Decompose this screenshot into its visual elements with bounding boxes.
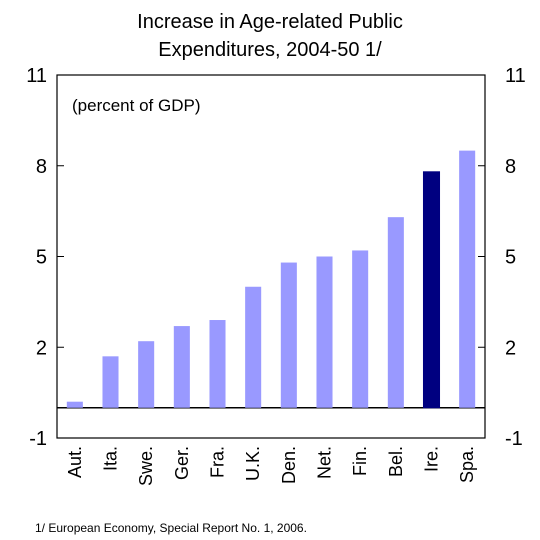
- x-tick-label: Aut.: [65, 446, 85, 478]
- bar-swe: [138, 341, 155, 408]
- x-tick-label: U.K.: [243, 446, 263, 481]
- bar-ire: [422, 171, 441, 409]
- x-tick-label: Fin.: [350, 446, 370, 476]
- bar-ger: [173, 326, 190, 408]
- bar-uk: [245, 286, 262, 408]
- bar-ita: [102, 356, 119, 408]
- x-tick-label: Bel.: [386, 446, 406, 477]
- x-tick-label: Ita.: [101, 446, 121, 471]
- chart-title-line-2: Expenditures, 2004-50 1/: [158, 39, 382, 61]
- y-tick-label-right: 2: [505, 337, 516, 359]
- x-tick-label: Ire.: [422, 446, 442, 472]
- chart-footnote: 1/ European Economy, Special Report No. …: [35, 521, 307, 535]
- x-tick-label: Net.: [315, 446, 335, 479]
- x-tick-label: Fra.: [208, 446, 228, 478]
- y-tick-label-left: 2: [36, 337, 47, 359]
- y-tick-label-right: 8: [505, 156, 516, 178]
- x-tick-label: Ger.: [172, 446, 192, 480]
- bar-fin: [352, 250, 369, 408]
- bar-bel: [387, 217, 404, 408]
- x-tick-label: Spa.: [457, 446, 477, 483]
- y-tick-label-left: 11: [26, 65, 47, 87]
- y-tick-label-left: 5: [36, 247, 47, 269]
- plot-frame: [56, 74, 486, 439]
- bar-aut: [66, 401, 83, 408]
- bar-spa: [459, 150, 476, 408]
- x-tick-label: Swe.: [136, 446, 156, 486]
- y-tick-label-right: -1: [505, 428, 523, 450]
- y-tick-label-left: -1: [29, 428, 47, 450]
- y-tick-label-right: 5: [505, 247, 516, 269]
- bar-net: [316, 256, 333, 408]
- y-tick-label-left: 8: [36, 156, 47, 178]
- y-tick-label-right: 11: [505, 65, 526, 87]
- bar-den: [280, 262, 297, 408]
- unit-annotation: (percent of GDP): [72, 96, 201, 115]
- x-tick-label: Den.: [279, 446, 299, 484]
- chart-title-line-1: Increase in Age-related Public: [137, 11, 403, 33]
- bar-fra: [209, 320, 226, 408]
